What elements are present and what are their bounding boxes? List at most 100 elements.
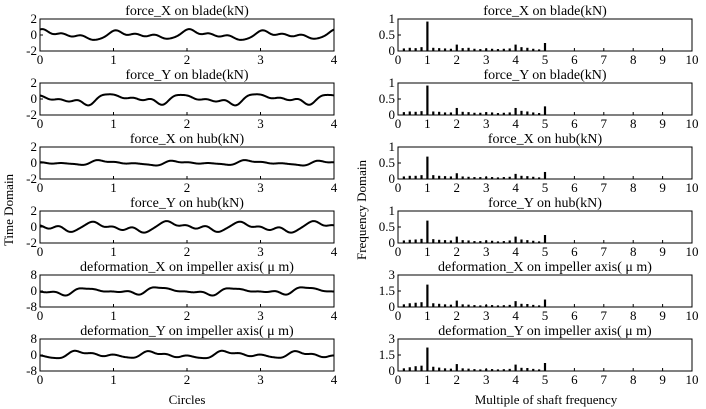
y-tick-label: 0: [389, 43, 396, 58]
x-tick-label: 10: [686, 116, 699, 131]
y-tick-label: 2: [31, 75, 38, 90]
y-tick-label: 2: [31, 203, 38, 218]
circles-xlabel: Circles: [169, 392, 206, 407]
x-tick-label: 6: [571, 372, 578, 387]
y-tick-label: 0: [31, 283, 38, 298]
x-tick-label: 2: [184, 308, 191, 323]
x-tick-label: 4: [512, 52, 519, 67]
x-tick-label: 1: [110, 52, 117, 67]
x-tick-label: 0: [395, 52, 402, 67]
y-tick-label: -2: [26, 43, 37, 58]
y-tick-label: -2: [26, 171, 37, 186]
x-tick-label: 7: [601, 52, 608, 67]
x-tick-label: 3: [257, 180, 264, 195]
y-tick-label: -2: [26, 107, 37, 122]
x-tick-label: 10: [686, 308, 699, 323]
x-tick-label: 7: [601, 244, 608, 259]
x-tick-label: 6: [571, 308, 578, 323]
shaft-frequency-xlabel: Multiple of shaft frequency: [475, 392, 618, 407]
panel-title: force_X on blade(kN): [125, 4, 249, 19]
x-tick-label: 1: [424, 52, 431, 67]
x-tick-label: 3: [257, 244, 264, 259]
panel-title: force_X on hub(kN): [488, 132, 603, 147]
x-tick-label: 9: [659, 244, 666, 259]
x-tick-label: 1: [110, 308, 117, 323]
panel-title: force_Y on hub(kN): [130, 196, 244, 211]
x-tick-label: 10: [686, 244, 699, 259]
y-tick-label: 0: [31, 155, 38, 170]
x-tick-label: 2: [454, 308, 461, 323]
x-tick-label: 10: [686, 372, 699, 387]
x-tick-label: 8: [630, 244, 637, 259]
x-tick-label: 5: [542, 372, 549, 387]
y-tick-label: 0: [31, 91, 38, 106]
x-tick-label: 6: [571, 180, 578, 195]
y-tick-label: 0.5: [379, 155, 395, 170]
x-tick-label: 1: [424, 244, 431, 259]
y-tick-label: 2: [31, 139, 38, 154]
x-tick-label: 1: [110, 180, 117, 195]
y-tick-label: 1.5: [379, 283, 395, 298]
x-tick-label: 2: [454, 52, 461, 67]
x-tick-label: 4: [331, 52, 338, 67]
series-line: [39, 220, 335, 234]
x-tick-label: 2: [184, 116, 191, 131]
y-tick-label: 0.5: [379, 91, 395, 106]
y-tick-label: 1: [389, 11, 396, 26]
x-tick-label: 2: [454, 244, 461, 259]
x-tick-label: 1: [110, 116, 117, 131]
x-tick-label: 3: [257, 372, 264, 387]
x-tick-label: 4: [331, 116, 338, 131]
y-tick-label: 0: [31, 27, 38, 42]
x-tick-label: 4: [331, 244, 338, 259]
time-domain-ylabel: Time Domain: [1, 173, 16, 246]
axes-frame: [39, 210, 335, 244]
x-tick-label: 5: [542, 52, 549, 67]
x-tick-label: 9: [659, 372, 666, 387]
x-tick-label: 3: [483, 244, 490, 259]
x-tick-label: 4: [512, 372, 519, 387]
x-tick-label: 9: [659, 116, 666, 131]
y-tick-label: 0.5: [379, 27, 395, 42]
x-tick-label: 0: [395, 180, 402, 195]
x-tick-label: 8: [630, 116, 637, 131]
x-tick-label: 0: [395, 308, 402, 323]
x-tick-label: 4: [331, 180, 338, 195]
x-tick-label: 1: [424, 372, 431, 387]
x-tick-label: 2: [184, 52, 191, 67]
x-tick-label: 4: [331, 308, 338, 323]
x-tick-label: 1: [424, 180, 431, 195]
x-tick-label: 1: [110, 372, 117, 387]
panel-title: deformation_X on impeller axis( μ m): [80, 260, 294, 275]
y-tick-label: 3: [389, 331, 396, 346]
panel-title: force_Y on blade(kN): [125, 68, 248, 83]
x-tick-label: 8: [630, 180, 637, 195]
x-tick-label: 9: [659, 308, 666, 323]
x-tick-label: 6: [571, 244, 578, 259]
y-tick-label: 0: [389, 363, 396, 378]
y-tick-label: 2: [31, 11, 38, 26]
x-tick-label: 4: [512, 308, 519, 323]
x-tick-label: 5: [542, 244, 549, 259]
x-tick-label: 3: [483, 52, 490, 67]
x-tick-label: 6: [571, 116, 578, 131]
x-tick-label: 0: [37, 244, 44, 259]
y-tick-label: 3: [389, 267, 396, 282]
x-tick-label: 0: [37, 180, 44, 195]
panel-title: deformation_Y on impeller axis( μ m): [80, 324, 294, 339]
x-tick-label: 2: [454, 180, 461, 195]
panel-title: force_Y on blade(kN): [483, 68, 606, 83]
x-tick-label: 4: [512, 116, 519, 131]
x-tick-label: 4: [512, 244, 519, 259]
x-tick-label: 5: [542, 308, 549, 323]
y-tick-label: 1: [389, 203, 396, 218]
